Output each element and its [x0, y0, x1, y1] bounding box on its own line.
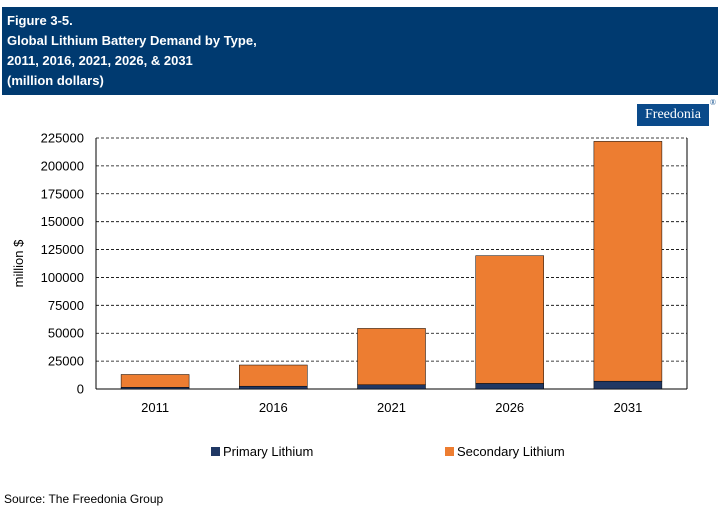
- bar-secondary-lithium: [120, 374, 190, 388]
- chart-title-line-3: (million dollars): [7, 73, 104, 88]
- logo-registered-mark: ®: [709, 98, 716, 107]
- x-tick-label: 2031: [613, 400, 642, 415]
- figure-header: Figure 3-5. Global Lithium Battery Deman…: [2, 7, 718, 95]
- source-note: Source: The Freedonia Group: [4, 492, 164, 506]
- bar-secondary-lithium: [475, 255, 544, 384]
- y-tick-label: 125000: [41, 242, 84, 257]
- legend-label: Primary Lithium: [223, 444, 313, 459]
- bar-secondary-lithium: [593, 141, 663, 382]
- y-tick-label: 75000: [48, 298, 84, 313]
- y-tick-label: 0: [77, 382, 84, 397]
- y-tick-label: 175000: [41, 186, 84, 201]
- logo-text: Freedonia: [645, 107, 701, 122]
- bar-secondary-lithium: [239, 364, 308, 387]
- y-axis-label: million $: [11, 239, 26, 287]
- legend-swatch-secondary-lithium: [445, 447, 454, 456]
- bar-primary-lithium: [120, 387, 190, 390]
- legend-label: Secondary Lithium: [457, 444, 565, 459]
- y-tick-label: 25000: [48, 354, 84, 369]
- y-tick-label: 200000: [41, 158, 84, 173]
- y-tick-label: 150000: [41, 214, 84, 229]
- x-tick-label: 2011: [141, 400, 169, 415]
- legend-swatch-primary-lithium: [211, 447, 220, 456]
- bar-primary-lithium: [357, 384, 426, 390]
- bar-chart: 0 25000 50000 75000 100000 125000 150000 175000…: [11, 131, 688, 459]
- y-tick-label: 225000: [41, 131, 84, 146]
- x-tick-label: 2021: [377, 400, 406, 415]
- y-tick-label: 100000: [41, 270, 84, 285]
- y-tick-label: 50000: [48, 326, 84, 341]
- bar-primary-lithium: [475, 383, 544, 390]
- bar-secondary-lithium: [357, 328, 426, 386]
- x-tick-label: 2016: [259, 400, 288, 415]
- bar-primary-lithium: [593, 380, 663, 390]
- bar-primary-lithium: [239, 385, 308, 390]
- figure-label: Figure 3-5.: [7, 13, 73, 28]
- chart-title-line-2: 2011, 2016, 2021, 2026, & 2031: [7, 53, 193, 68]
- chart-title-line-1: Global Lithium Battery Demand by Type,: [7, 33, 257, 48]
- freedonia-logo: Freedonia ®: [637, 99, 716, 126]
- x-tick-label: 2026: [495, 400, 524, 415]
